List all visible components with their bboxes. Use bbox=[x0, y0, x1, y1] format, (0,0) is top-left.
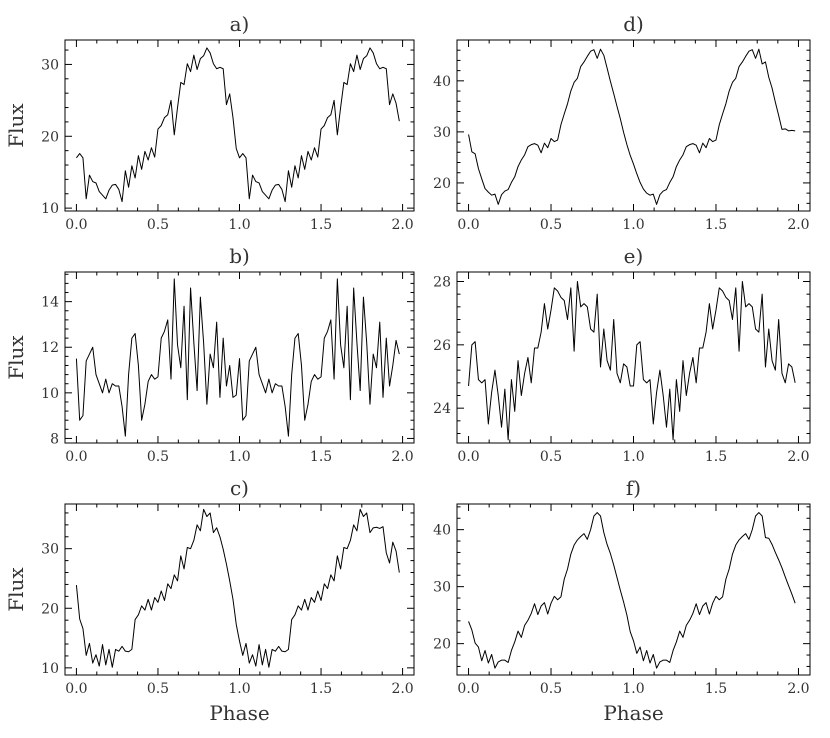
x-tick-label: 1.5 bbox=[310, 449, 332, 465]
y-tick-label: 40 bbox=[433, 74, 451, 90]
plot-frame bbox=[456, 271, 811, 444]
plot-frame bbox=[456, 503, 811, 676]
x-tick-label: 0.5 bbox=[540, 449, 562, 465]
x-tick-label: 0.0 bbox=[65, 449, 87, 465]
y-tick-label: 10 bbox=[41, 386, 59, 402]
y-tick-label: 30 bbox=[41, 57, 59, 73]
panel-title: b) bbox=[229, 244, 250, 268]
y-tick-label: 14 bbox=[41, 295, 59, 311]
x-tick-label: 1.0 bbox=[622, 681, 644, 697]
y-tick-label: 10 bbox=[41, 201, 59, 217]
x-tick-label: 0.0 bbox=[457, 449, 479, 465]
panel-6: f) 0.0 0.5 1.0 1.5 2.0 20 30 40 Phase bbox=[433, 476, 811, 725]
x-tick-label: 2.0 bbox=[391, 217, 413, 233]
x-tick-label: 1.5 bbox=[310, 681, 332, 697]
y-axis-label: Flux bbox=[4, 335, 28, 380]
x-tick-label: 0.0 bbox=[65, 681, 87, 697]
y-tick-label: 30 bbox=[433, 580, 451, 596]
x-tick-label: 1.0 bbox=[622, 449, 644, 465]
x-axis-label: Phase bbox=[603, 701, 663, 725]
y-tick-label: 20 bbox=[41, 601, 59, 617]
x-tick-label: 2.0 bbox=[391, 681, 413, 697]
x-tick-label: 1.5 bbox=[705, 449, 727, 465]
panel-title: e) bbox=[624, 244, 644, 268]
x-tick-label: 0.5 bbox=[147, 681, 169, 697]
x-tick-label: 1.5 bbox=[705, 217, 727, 233]
x-tick-label: 1.5 bbox=[705, 681, 727, 697]
panel-title: f) bbox=[626, 476, 641, 500]
x-tick-label: 1.0 bbox=[228, 449, 250, 465]
panel-4: e) 0.0 0.5 1.0 1.5 2.0 24 26 28 bbox=[433, 244, 811, 465]
y-tick-label: 26 bbox=[433, 338, 451, 354]
x-tick-label: 0.0 bbox=[457, 217, 479, 233]
x-tick-label: 0.5 bbox=[540, 681, 562, 697]
y-tick-label: 10 bbox=[41, 661, 59, 677]
panel-3: b) 0.0 0.5 1.0 1.5 2.0 8 10 12 14 Flux bbox=[4, 244, 415, 465]
x-tick-label: 1.0 bbox=[228, 217, 250, 233]
x-tick-label: 0.5 bbox=[147, 449, 169, 465]
x-tick-label: 2.0 bbox=[787, 217, 809, 233]
x-tick-label: 1.0 bbox=[228, 681, 250, 697]
panel-1: a) 0.0 0.5 1.0 1.5 2.0 10 20 30 Flux bbox=[4, 12, 415, 233]
x-tick-label: 2.0 bbox=[787, 681, 809, 697]
y-tick-label: 20 bbox=[41, 129, 59, 145]
y-tick-label: 12 bbox=[41, 340, 59, 356]
series-line-1 bbox=[468, 281, 796, 441]
x-tick-label: 1.0 bbox=[622, 217, 644, 233]
x-tick-label: 2.0 bbox=[391, 449, 413, 465]
y-tick-label: 8 bbox=[50, 431, 59, 447]
plot-frame bbox=[64, 503, 415, 676]
y-tick-label: 20 bbox=[433, 176, 451, 192]
x-tick-label: 0.5 bbox=[147, 217, 169, 233]
y-tick-label: 30 bbox=[41, 542, 59, 558]
y-tick-label: 30 bbox=[433, 125, 451, 141]
series-line-1 bbox=[75, 278, 400, 437]
y-tick-label: 40 bbox=[433, 523, 451, 539]
series-line-1 bbox=[468, 48, 796, 205]
panel-2: d) 0.0 0.5 1.0 1.5 2.0 20 30 40 bbox=[433, 12, 811, 233]
y-tick-label: 24 bbox=[433, 401, 451, 417]
panel-title: c) bbox=[230, 476, 249, 500]
y-tick-label: 28 bbox=[433, 275, 451, 291]
x-axis-label: Phase bbox=[209, 701, 269, 725]
panel-title: d) bbox=[623, 12, 644, 36]
x-tick-label: 0.0 bbox=[65, 217, 87, 233]
y-axis-label: Flux bbox=[4, 103, 28, 148]
series-line-1 bbox=[468, 512, 796, 669]
y-tick-label: 20 bbox=[433, 637, 451, 653]
series-line-1 bbox=[76, 47, 400, 203]
series-line-1 bbox=[75, 508, 400, 668]
x-tick-label: 1.5 bbox=[310, 217, 332, 233]
y-axis-label: Flux bbox=[4, 567, 28, 612]
x-tick-label: 0.0 bbox=[457, 681, 479, 697]
panel-5: c) 0.0 0.5 1.0 1.5 2.0 10 20 30 Flux Phase bbox=[4, 476, 415, 725]
x-tick-label: 0.5 bbox=[540, 217, 562, 233]
panel-title: a) bbox=[230, 12, 250, 36]
x-tick-label: 2.0 bbox=[787, 449, 809, 465]
